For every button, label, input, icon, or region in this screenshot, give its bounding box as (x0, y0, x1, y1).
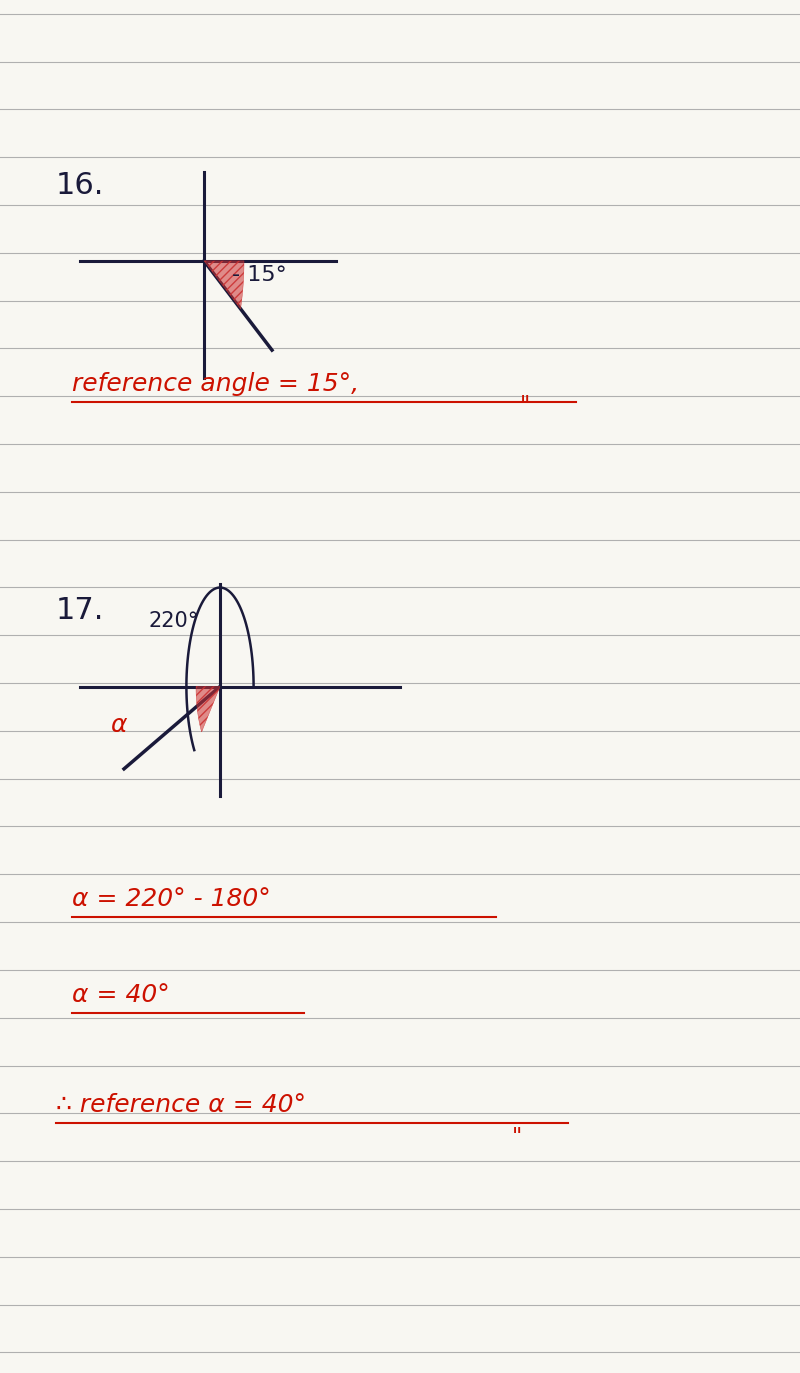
Text: - 15°: - 15° (232, 265, 286, 284)
Polygon shape (196, 686, 220, 732)
Text: ": " (512, 1127, 522, 1146)
Text: 220°: 220° (148, 611, 198, 630)
Text: α = 40°: α = 40° (72, 983, 170, 1008)
Text: 17.: 17. (56, 596, 104, 626)
Text: ∴ reference α = 40°: ∴ reference α = 40° (56, 1093, 306, 1118)
Text: α = 220° - 180°: α = 220° - 180° (72, 887, 270, 912)
Polygon shape (204, 261, 244, 309)
Text: α: α (110, 713, 126, 737)
Text: reference angle = 15°,: reference angle = 15°, (72, 372, 359, 397)
Text: ": " (520, 395, 530, 415)
Text: 16.: 16. (56, 170, 104, 200)
